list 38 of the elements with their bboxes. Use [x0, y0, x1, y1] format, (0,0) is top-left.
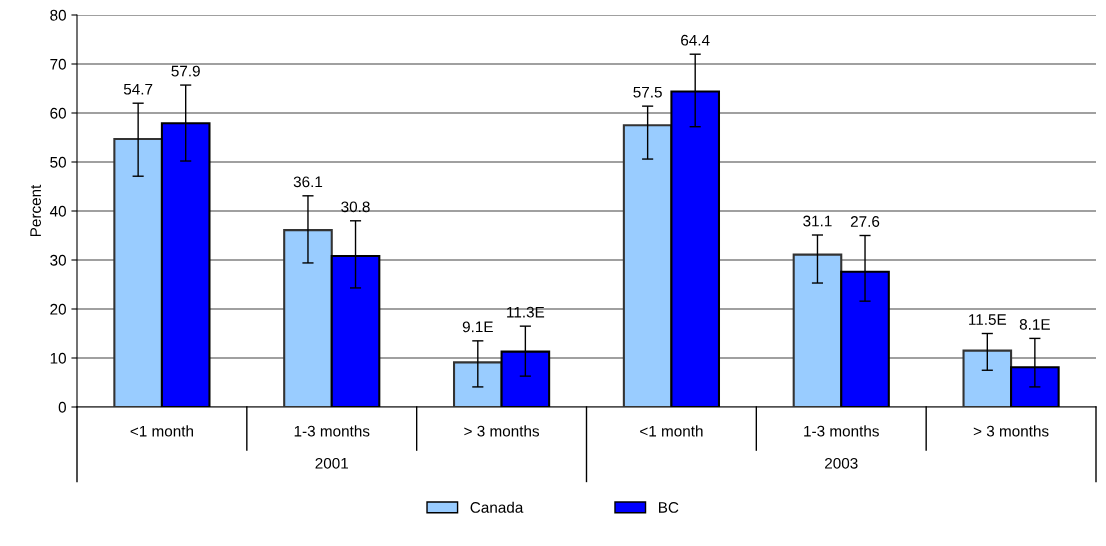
y-axis-title: Percent [30, 184, 42, 237]
y-tick-label: 80 [50, 9, 66, 21]
data-label: 36.1 [293, 176, 323, 188]
data-label: 64.4 [681, 34, 710, 46]
x-tick-label: > 3 months [464, 425, 540, 437]
legend-label: Canada [470, 501, 524, 513]
data-label: 54.7 [123, 83, 153, 95]
data-label: 11.3E [507, 306, 545, 318]
text: 2001 [315, 457, 348, 469]
data-label: 11.5E [969, 314, 1007, 325]
data-label: 8.1E [1019, 319, 1050, 330]
y-tick-label: 0 [58, 401, 66, 413]
x-tick-label: <1 month [130, 425, 193, 437]
bar [452, 361, 503, 407]
y-tick-label: 30 [50, 254, 66, 266]
bar [962, 349, 1013, 407]
bar [113, 137, 163, 407]
y-tick-label: 50 [50, 156, 66, 168]
y-tick-label: 60 [50, 107, 66, 119]
y-tick-label: 10 [50, 352, 66, 364]
y-tick-label: 40 [49, 205, 66, 217]
data-label: 57.5 [633, 86, 662, 98]
legend-label: BC [659, 502, 679, 513]
data-label: 9.1E [462, 321, 493, 333]
bar [622, 124, 673, 407]
data-label: 57.9 [171, 65, 200, 77]
data-label: 31.1 [803, 215, 832, 227]
x-tick-label: 1-3 months [804, 425, 879, 437]
text: 2003 [825, 457, 858, 469]
bar [283, 229, 333, 407]
data-label: 27.6 [850, 216, 880, 227]
x-tick-label: > 3 months [973, 425, 1049, 437]
x-tick-label: <1 month [640, 425, 703, 437]
x-tick-label: 1-3 months [294, 425, 370, 437]
y-tick-label: 70 [50, 58, 66, 70]
bar [792, 253, 843, 407]
y-tick-label: 20 [50, 303, 66, 315]
data-label: 30.8 [341, 201, 370, 213]
